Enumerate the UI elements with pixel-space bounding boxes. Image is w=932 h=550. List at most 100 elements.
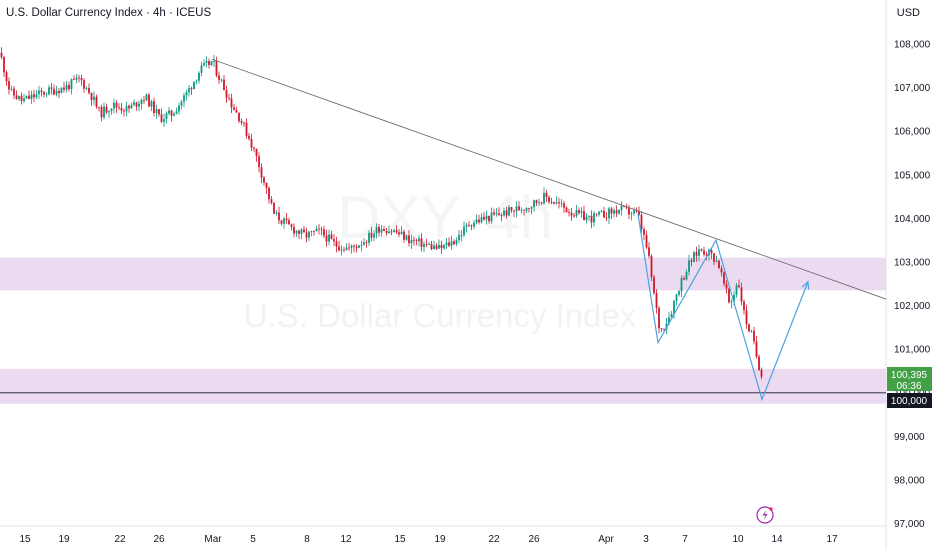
candle	[710, 248, 713, 260]
y-tick-label: 102,000	[894, 301, 931, 312]
candle-body	[565, 207, 568, 213]
candle	[245, 118, 248, 139]
candle-body	[105, 106, 108, 113]
candle-body	[468, 224, 470, 226]
candle	[55, 85, 58, 97]
candle	[338, 240, 340, 252]
candle	[608, 206, 610, 225]
price-axis[interactable]: 108,000 107,000 106,000 105,000 104,000 103,0…	[894, 40, 931, 531]
candle-body	[45, 94, 48, 96]
candle-body	[558, 202, 560, 204]
candle	[128, 104, 130, 113]
candle-body	[235, 110, 238, 113]
candle-body	[453, 241, 455, 245]
candle	[255, 148, 258, 162]
candle-body	[78, 77, 80, 79]
candle-body	[155, 109, 158, 114]
price-zone[interactable]	[0, 257, 886, 291]
candle-body	[128, 105, 130, 109]
candle	[378, 224, 380, 237]
candle-body	[278, 212, 280, 221]
candle	[265, 182, 268, 194]
price-zone[interactable]	[0, 368, 886, 404]
candle	[385, 227, 388, 236]
candle-body	[165, 113, 168, 120]
candle	[83, 77, 85, 93]
candle-body	[585, 216, 588, 221]
candle	[298, 229, 300, 240]
candle	[730, 298, 733, 309]
candle-body	[193, 81, 195, 90]
candle	[308, 231, 310, 242]
candle-body	[348, 247, 350, 249]
candle-body	[58, 90, 60, 94]
candle	[80, 74, 83, 86]
candle	[463, 221, 465, 238]
candle-body	[188, 88, 190, 93]
currency-label[interactable]: USD	[896, 7, 920, 19]
candle-body	[538, 202, 540, 204]
candle-body	[380, 229, 383, 233]
y-tick-label: 104,000	[894, 214, 931, 225]
candle	[510, 207, 513, 213]
candle	[675, 293, 678, 306]
candle	[380, 225, 383, 237]
time-axis[interactable]: 15 19 22 26 Mar 5 8 12 15 19 22 26 Apr 3 7 10 14 17	[19, 534, 838, 545]
candle	[348, 242, 350, 251]
candle	[410, 234, 413, 250]
candle-body	[328, 234, 330, 242]
candle	[743, 299, 745, 315]
candle-body	[290, 224, 293, 227]
candle-body	[470, 225, 473, 227]
candle-body	[575, 210, 578, 217]
candle	[738, 279, 740, 288]
candle-body	[200, 65, 203, 73]
candle-body	[570, 212, 573, 216]
candle	[70, 78, 73, 95]
candle-body	[270, 199, 273, 203]
drawing-layer[interactable]	[0, 58, 887, 402]
candle	[450, 235, 453, 250]
candle-body	[280, 220, 283, 224]
candle	[98, 106, 100, 112]
candle-body	[293, 226, 295, 234]
candle	[75, 73, 78, 84]
candle	[270, 196, 273, 205]
alert-icon[interactable]	[756, 506, 774, 524]
candle	[578, 207, 580, 215]
candle-body	[490, 212, 493, 222]
candle	[190, 86, 193, 96]
candle	[453, 239, 455, 246]
candle	[243, 121, 245, 127]
candle-body	[180, 101, 183, 106]
candle	[273, 202, 275, 214]
candle	[473, 220, 475, 230]
candle	[653, 274, 655, 295]
candle-body	[390, 231, 393, 233]
candle	[498, 207, 500, 216]
candle	[630, 211, 633, 221]
candle	[520, 207, 523, 214]
candle-body	[318, 228, 320, 230]
candle	[478, 214, 480, 225]
candle-body	[228, 97, 230, 99]
candle	[700, 248, 703, 252]
candle	[405, 234, 408, 241]
candle	[20, 92, 23, 105]
candle-body	[300, 229, 303, 234]
candle	[703, 246, 705, 257]
candle	[73, 75, 75, 81]
candle-body	[748, 324, 750, 332]
candle-body	[283, 218, 285, 224]
x-tick-label: 26	[153, 534, 165, 545]
candle	[723, 271, 725, 287]
candle-body	[90, 93, 93, 100]
candle	[350, 244, 353, 254]
candle	[665, 318, 668, 335]
candle-body	[343, 249, 345, 251]
candle-body	[393, 230, 395, 232]
candle	[340, 245, 343, 256]
candle	[645, 230, 648, 250]
candle-body	[323, 229, 325, 236]
